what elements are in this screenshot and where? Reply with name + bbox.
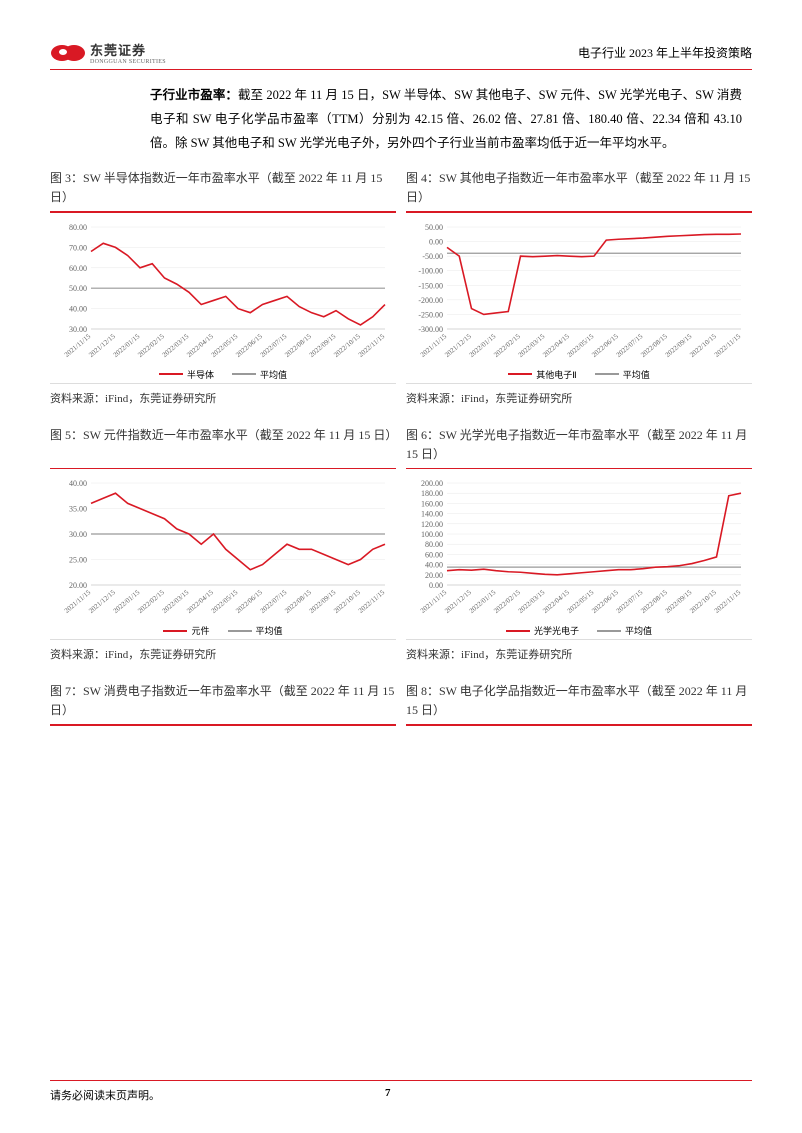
legend-series: 元件 — [191, 624, 209, 637]
source-text: 资料来源：iFind，东莞证券研究所 — [50, 646, 396, 662]
chart-6-legend: 光学光电子 平均值 — [406, 624, 752, 637]
svg-text:35.00: 35.00 — [69, 505, 87, 514]
svg-text:0.00: 0.00 — [429, 581, 443, 590]
chart-4: -300.00 -250.00 -200.00 -150.00 -100.00 -50.0… — [406, 219, 752, 384]
svg-text:-50.00: -50.00 — [422, 252, 443, 261]
svg-text:140.00: 140.00 — [421, 510, 443, 519]
footer-disclaimer: 请务必阅读末页声明。 — [50, 1087, 160, 1103]
svg-text:60.00: 60.00 — [69, 264, 87, 273]
fig5-title: 图 5：SW 元件指数近一年市盈率水平（截至 2022 年 11 月 15 日） — [50, 426, 396, 466]
svg-text:120.00: 120.00 — [421, 520, 443, 529]
chart-3-legend: 半导体 平均值 — [50, 368, 396, 381]
header-title: 电子行业 2023 年上半年投资策略 — [578, 44, 752, 61]
divider — [406, 468, 752, 470]
logo-text: 东莞证券 — [90, 40, 166, 59]
legend-avg: 平均值 — [625, 624, 652, 637]
body-content: 截至 2022 年 11 月 15 日，SW 半导体、SW 其他电子、SW 元件… — [150, 88, 742, 150]
divider — [406, 724, 752, 726]
svg-text:80.00: 80.00 — [425, 540, 443, 549]
source-text: 资料来源：iFind，东莞证券研究所 — [406, 390, 752, 406]
figure-row-2: 图 5：SW 元件指数近一年市盈率水平（截至 2022 年 11 月 15 日）… — [50, 426, 752, 681]
fig4-title: 图 4：SW 其他电子指数近一年市盈率水平（截至 2022 年 11 月 15 … — [406, 169, 752, 209]
source-text: 资料来源：iFind，东莞证券研究所 — [50, 390, 396, 406]
chart-5-legend: 元件 平均值 — [50, 624, 396, 637]
legend-avg: 平均值 — [260, 368, 287, 381]
chart-4-legend: 其他电子Ⅱ 平均值 — [406, 368, 752, 381]
svg-text:2022/11/15: 2022/11/15 — [357, 588, 387, 615]
fig6-title: 图 6：SW 光学光电子指数近一年市盈率水平（截至 2022 年 11 月 15… — [406, 426, 752, 466]
svg-text:180.00: 180.00 — [421, 489, 443, 498]
company-logo-icon — [50, 42, 86, 64]
svg-text:50.00: 50.00 — [69, 284, 87, 293]
svg-text:60.00: 60.00 — [425, 551, 443, 560]
logo-subtext: DONGGUAN SECURITIES — [90, 59, 166, 65]
chart-6: 0.0020.0040.0060.00 80.00100.00120.00140.… — [406, 475, 752, 640]
page-footer: 请务必阅读末页声明。 7 — [50, 1080, 752, 1103]
fig8-title: 图 8：SW 电子化学品指数近一年市盈率水平（截至 2022 年 11 月 15… — [406, 682, 752, 722]
divider — [406, 211, 752, 213]
svg-text:80.00: 80.00 — [69, 223, 87, 232]
svg-text:0.00: 0.00 — [429, 237, 443, 246]
svg-text:-150.00: -150.00 — [418, 281, 443, 290]
svg-text:30.00: 30.00 — [69, 530, 87, 539]
figure-row-3: 图 7：SW 消费电子指数近一年市盈率水平（截至 2022 年 11 月 15 … — [50, 682, 752, 732]
svg-text:100.00: 100.00 — [421, 530, 443, 539]
svg-text:25.00: 25.00 — [69, 556, 87, 565]
page-header: 东莞证券 DONGGUAN SECURITIES 电子行业 2023 年上半年投… — [50, 40, 752, 70]
figure-row-1: 图 3：SW 半导体指数近一年市盈率水平（截至 2022 年 11 月 15 日… — [50, 169, 752, 424]
divider — [50, 468, 396, 470]
legend-series: 半导体 — [187, 368, 214, 381]
fig7-title: 图 7：SW 消费电子指数近一年市盈率水平（截至 2022 年 11 月 15 … — [50, 682, 396, 722]
svg-text:-300.00: -300.00 — [418, 325, 443, 334]
svg-text:50.00: 50.00 — [425, 223, 443, 232]
fig3-title: 图 3：SW 半导体指数近一年市盈率水平（截至 2022 年 11 月 15 日… — [50, 169, 396, 209]
svg-text:-100.00: -100.00 — [418, 266, 443, 275]
legend-avg: 平均值 — [256, 624, 283, 637]
svg-text:40.00: 40.00 — [425, 561, 443, 570]
body-label: 子行业市盈率： — [150, 88, 238, 102]
body-paragraph: 子行业市盈率：截至 2022 年 11 月 15 日，SW 半导体、SW 其他电… — [150, 84, 742, 155]
svg-text:2022/11/15: 2022/11/15 — [713, 588, 743, 615]
svg-text:200.00: 200.00 — [421, 479, 443, 488]
svg-text:20.00: 20.00 — [69, 581, 87, 590]
svg-text:70.00: 70.00 — [69, 243, 87, 252]
svg-text:20.00: 20.00 — [425, 571, 443, 580]
svg-text:30.00: 30.00 — [69, 325, 87, 334]
svg-text:160.00: 160.00 — [421, 500, 443, 509]
svg-text:2022/11/15: 2022/11/15 — [713, 332, 743, 359]
divider — [50, 724, 396, 726]
legend-avg: 平均值 — [623, 368, 650, 381]
divider — [50, 211, 396, 213]
svg-text:40.00: 40.00 — [69, 304, 87, 313]
source-text: 资料来源：iFind，东莞证券研究所 — [406, 646, 752, 662]
chart-5: 20.0025.0030.0035.0040.002021/11/152021/… — [50, 475, 396, 640]
logo: 东莞证券 DONGGUAN SECURITIES — [50, 40, 166, 65]
legend-series: 光学光电子 — [534, 624, 579, 637]
chart-3: 30.0040.0050.0060.0070.0080.002021/11/15… — [50, 219, 396, 384]
svg-text:2022/11/15: 2022/11/15 — [357, 332, 387, 359]
svg-text:-250.00: -250.00 — [418, 310, 443, 319]
legend-series: 其他电子Ⅱ — [536, 368, 576, 381]
svg-text:40.00: 40.00 — [69, 479, 87, 488]
svg-text:-200.00: -200.00 — [418, 296, 443, 305]
footer-page-number: 7 — [160, 1087, 615, 1103]
